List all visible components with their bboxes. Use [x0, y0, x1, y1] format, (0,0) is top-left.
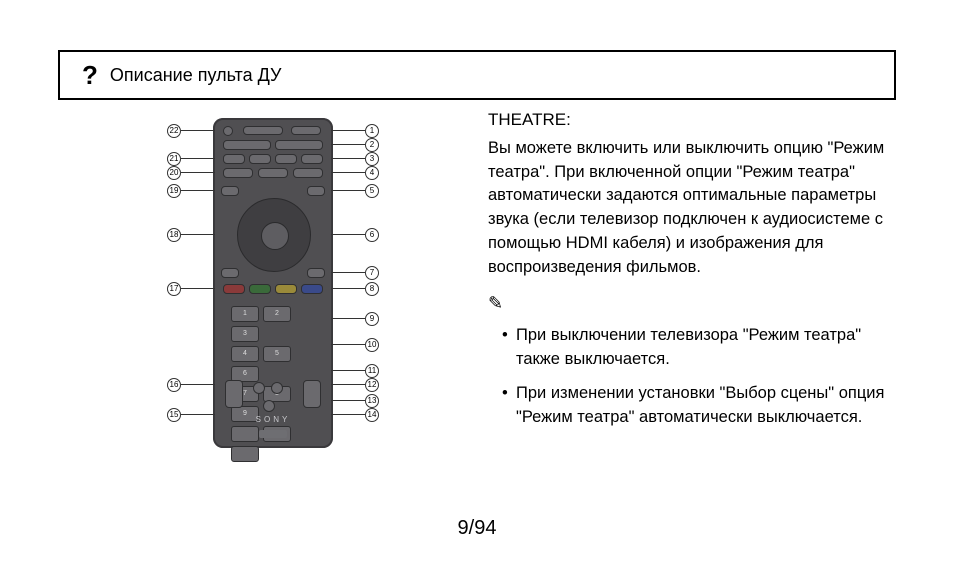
callout-number: 20 [167, 166, 181, 180]
callout-line [181, 414, 215, 416]
remote-button [301, 154, 323, 164]
remote-dpad [237, 198, 311, 272]
callout-number: 5 [365, 184, 379, 198]
callout-line [181, 172, 215, 174]
remote-key [231, 426, 259, 442]
remote-button [275, 140, 323, 150]
callout-number: 13 [365, 394, 379, 408]
section-heading: THEATRE: [488, 108, 896, 133]
page-total: 94 [474, 517, 496, 539]
callout-line [331, 400, 365, 402]
remote-body: 1 2 3 4 5 6 7 8 9 0 [213, 118, 333, 448]
callout-line [331, 172, 365, 174]
callout-line [331, 158, 365, 160]
remote-button [275, 284, 297, 294]
remote-button [223, 154, 245, 164]
callout-number: 18 [167, 228, 181, 242]
callout-line [331, 384, 365, 386]
callout-line [331, 234, 365, 236]
callout-number: 22 [167, 124, 181, 138]
remote-button [301, 284, 323, 294]
remote-button [263, 400, 275, 412]
callout-number: 1 [365, 124, 379, 138]
callout-number: 14 [365, 408, 379, 422]
callout-line [181, 190, 215, 192]
callout-number: 12 [365, 378, 379, 392]
callout-line [331, 370, 365, 372]
remote-dpad-center [261, 222, 289, 250]
callout-line [181, 288, 215, 290]
body-paragraph: Вы можете включить или выключить опцию "… [488, 137, 896, 281]
remote-button [291, 126, 321, 135]
callout-number: 15 [167, 408, 181, 422]
remote-button [221, 186, 239, 196]
callout-line [181, 234, 215, 236]
list-item: При изменении установки "Выбор сцены" оп… [502, 382, 896, 430]
callout-number: 6 [365, 228, 379, 242]
remote-button [221, 268, 239, 278]
remote-button [223, 284, 245, 294]
remote-key: 4 [231, 346, 259, 362]
remote-button [307, 268, 325, 278]
callout-number: 19 [167, 184, 181, 198]
callout-number: 16 [167, 378, 181, 392]
list-item: При выключении телевизора "Режим театра"… [502, 324, 896, 372]
callout-number: 9 [365, 312, 379, 326]
remote-key [231, 446, 259, 462]
callout-number: 3 [365, 152, 379, 166]
note-icon: ✎ [488, 290, 896, 316]
remote-button [223, 126, 233, 136]
callout-line [181, 384, 215, 386]
callout-line [331, 288, 365, 290]
remote-brand: SONY [213, 415, 333, 424]
content-area: 1 2 3 4 5 6 7 8 9 0 [58, 108, 896, 502]
callout-number: 4 [365, 166, 379, 180]
text-column: THEATRE: Вы можете включить или выключит… [488, 108, 896, 502]
callout-line [181, 158, 215, 160]
remote-button [293, 168, 323, 178]
remote-button [303, 380, 321, 408]
illustration-column: 1 2 3 4 5 6 7 8 9 0 [58, 108, 488, 502]
callout-line [181, 130, 215, 132]
remote-key: 5 [263, 346, 291, 362]
remote-subbrand [259, 430, 287, 438]
bullet-list: При выключении телевизора "Режим театра"… [488, 324, 896, 430]
remote-key: 3 [231, 326, 259, 342]
callout-number: 21 [167, 152, 181, 166]
header-bar: ? Описание пульта ДУ [58, 50, 896, 100]
remote-key: 2 [263, 306, 291, 322]
callout-line [331, 318, 365, 320]
callout-line [331, 272, 365, 274]
callout-line [331, 144, 365, 146]
callout-number: 7 [365, 266, 379, 280]
remote-key: 1 [231, 306, 259, 322]
remote-button [223, 168, 253, 178]
remote-diagram: 1 2 3 4 5 6 7 8 9 0 [133, 114, 413, 464]
callout-line [331, 190, 365, 192]
remote-button [243, 126, 283, 135]
page-title: Описание пульта ДУ [110, 65, 282, 86]
remote-button [249, 154, 271, 164]
callout-number: 2 [365, 138, 379, 152]
remote-button [271, 382, 283, 394]
callout-line [331, 344, 365, 346]
remote-button [307, 186, 325, 196]
help-icon: ? [82, 60, 98, 91]
remote-button [223, 140, 271, 150]
remote-button [249, 284, 271, 294]
remote-button [225, 380, 243, 408]
remote-button [275, 154, 297, 164]
callout-number: 10 [365, 338, 379, 352]
callout-line [331, 414, 365, 416]
manual-page: ? Описание пульта ДУ [0, 0, 954, 562]
callout-number: 11 [365, 364, 379, 378]
callout-number: 8 [365, 282, 379, 296]
callout-line [331, 130, 365, 132]
page-current: 9 [458, 517, 469, 539]
remote-button [253, 382, 265, 394]
remote-button [258, 168, 288, 178]
page-number: 9/94 [0, 517, 954, 540]
callout-number: 17 [167, 282, 181, 296]
